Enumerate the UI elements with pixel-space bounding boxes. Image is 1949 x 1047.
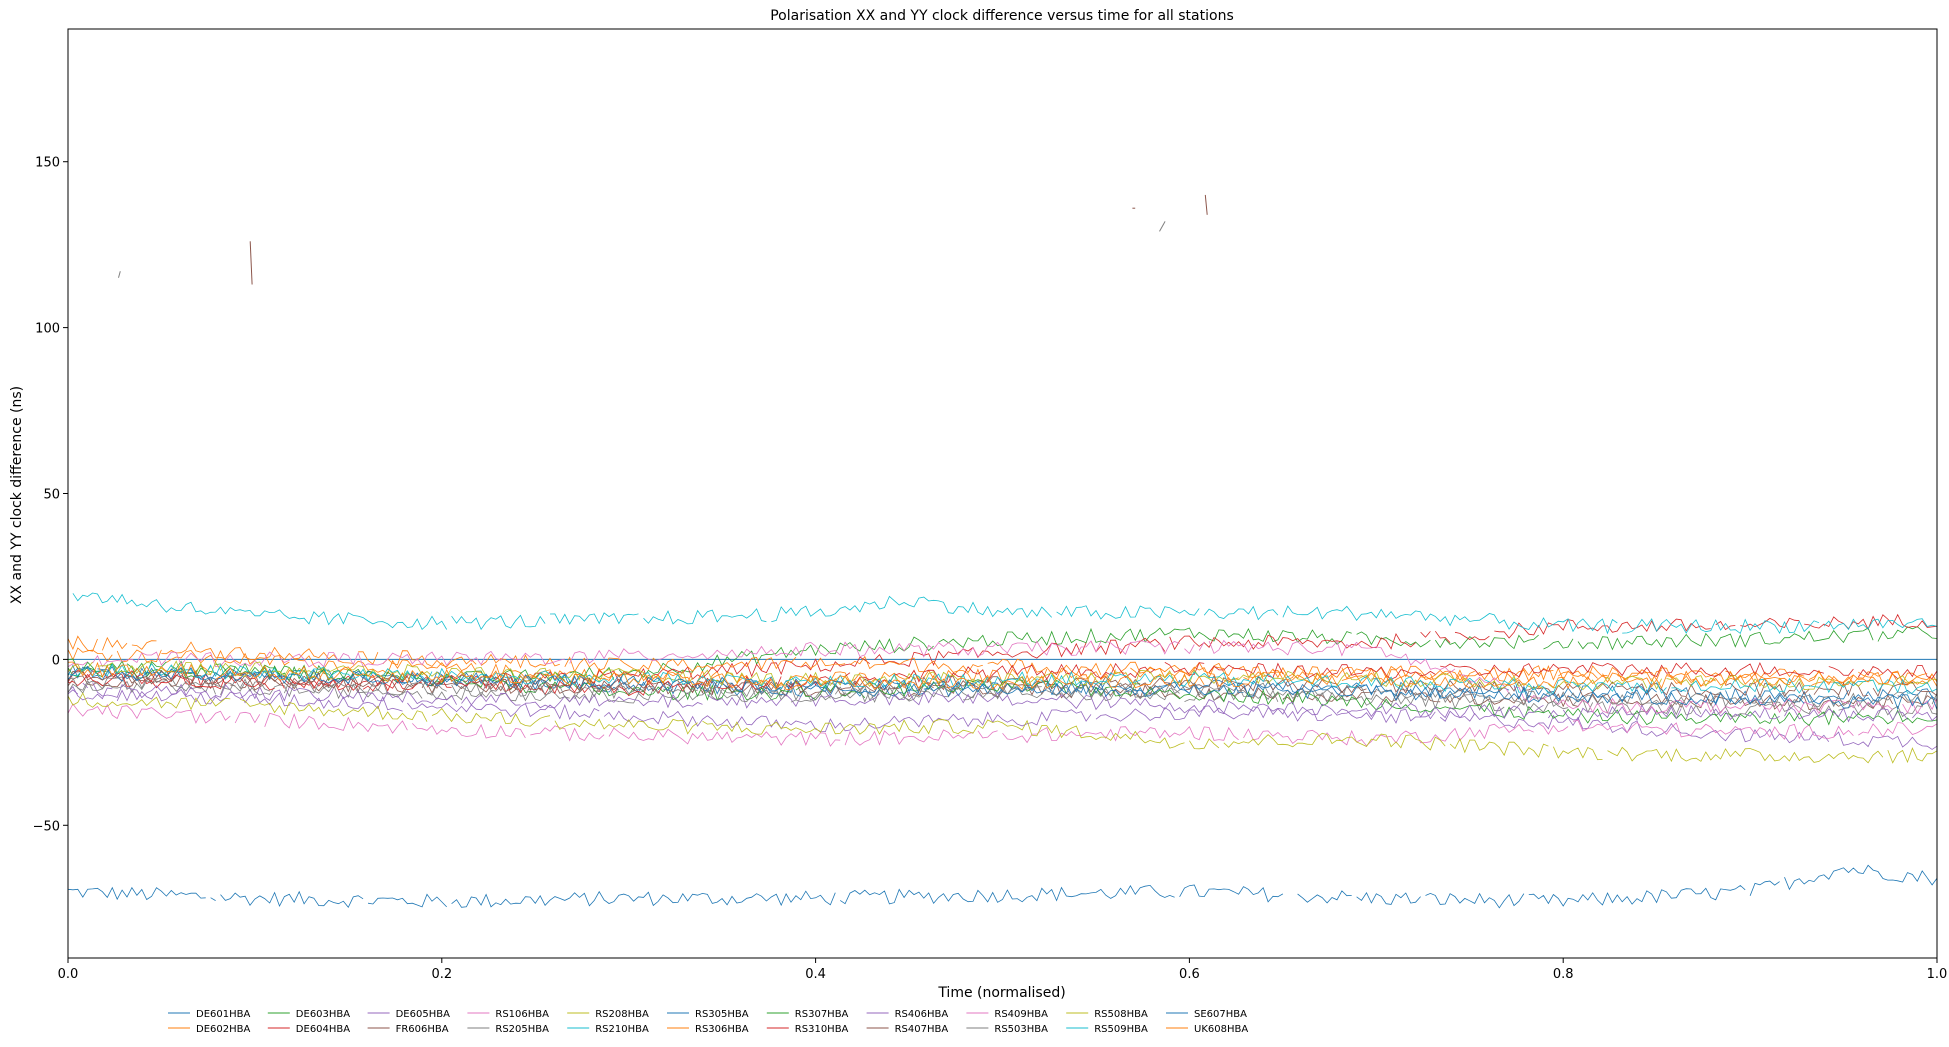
- series-line-RS210HBA: [72, 592, 1938, 635]
- legend-label: RS503HBA: [994, 1024, 1048, 1035]
- series-line-RS503HBA: [67, 676, 1938, 708]
- legend-label: RS305HBA: [695, 1009, 749, 1020]
- legend-item: RS503HBA: [966, 1024, 1048, 1035]
- y-tick-label: −50: [33, 819, 60, 834]
- series-line-DE601HBA: [67, 864, 1938, 909]
- legend-item: RS307HBA: [766, 1009, 849, 1020]
- legend-label: RS407HBA: [895, 1024, 949, 1035]
- legend-label: SE607HBA: [1194, 1009, 1247, 1020]
- y-axis-ticks: −50 0 50 100 150: [33, 156, 68, 834]
- y-tick-label: 50: [43, 488, 60, 503]
- spike-mark-3: [1159, 221, 1166, 232]
- legend-label: RS406HBA: [895, 1009, 949, 1020]
- legend-item: RS306HBA: [667, 1024, 749, 1035]
- legend-item: DE602HBA: [168, 1024, 250, 1035]
- legend-item: RS509HBA: [1066, 1024, 1148, 1035]
- x-tick-label: 0.8: [1553, 967, 1574, 982]
- series-line-RS106HBA: [67, 703, 1938, 747]
- chart-title: Polarisation XX and YY clock difference …: [770, 8, 1234, 24]
- legend-item: DE604HBA: [267, 1024, 350, 1035]
- x-tick-label: 0.6: [1179, 967, 1200, 982]
- legend-label: UK608HBA: [1194, 1024, 1248, 1035]
- legend-item: RS305HBA: [667, 1009, 749, 1020]
- legend-label: DE603HBA: [296, 1009, 350, 1020]
- legend-item: RS508HBA: [1066, 1009, 1148, 1020]
- legend-item: DE601HBA: [168, 1009, 250, 1020]
- y-axis-label: XX and YY clock difference (ns): [9, 386, 25, 604]
- x-tick-label: 0.2: [431, 967, 452, 982]
- legend-label: RS210HBA: [595, 1024, 649, 1035]
- legend-item: DE605HBA: [367, 1009, 450, 1020]
- legend-item: RS409HBA: [966, 1009, 1048, 1020]
- x-axis-label: Time (normalised): [937, 985, 1065, 1001]
- legend-item: RS407HBA: [866, 1024, 949, 1035]
- legend-label: RS208HBA: [595, 1009, 649, 1020]
- spike-mark-1: [118, 271, 121, 278]
- series-line-RS306HBA: [67, 635, 1938, 685]
- series-line-RS208HBA: [67, 692, 1938, 764]
- legend-label: RS306HBA: [695, 1024, 749, 1035]
- series-layer: [67, 194, 1938, 909]
- legend-item: UK608HBA: [1166, 1024, 1248, 1035]
- legend-label: RS409HBA: [994, 1009, 1048, 1020]
- y-tick-label: 0: [52, 653, 60, 668]
- x-tick-label: 1.0: [1927, 967, 1948, 982]
- legend-item: RS406HBA: [866, 1009, 949, 1020]
- legend-item: RS106HBA: [467, 1009, 549, 1020]
- legend: DE601HBA DE602HBA DE603HBA DE604HBA DE605HBA…: [168, 1009, 1248, 1035]
- legend-item: SE607HBA: [1166, 1009, 1247, 1020]
- legend-label: RS310HBA: [795, 1024, 849, 1035]
- y-tick-label: 100: [35, 322, 60, 337]
- series-line-DE605HBA: [67, 686, 1938, 750]
- legend-label: DE605HBA: [396, 1009, 450, 1020]
- legend-label: RS205HBA: [495, 1024, 549, 1035]
- legend-item: FR606HBA: [367, 1024, 449, 1035]
- legend-item: DE603HBA: [267, 1009, 350, 1020]
- spike-mark-0: [249, 241, 253, 285]
- x-axis-ticks: 0.0 0.2 0.4 0.6 0.8 1.0: [58, 958, 1948, 982]
- plot-frame: [67, 28, 1938, 959]
- legend-label: RS509HBA: [1094, 1024, 1148, 1035]
- spike-mark-4: [1204, 194, 1208, 215]
- x-tick-label: 0.0: [58, 967, 79, 982]
- legend-label: FR606HBA: [396, 1024, 449, 1035]
- series-line-DE604HBA: [67, 613, 1938, 690]
- legend-label: RS307HBA: [795, 1009, 849, 1020]
- legend-label: DE602HBA: [196, 1024, 250, 1035]
- legend-label: DE601HBA: [196, 1009, 250, 1020]
- series-line-RS509HBA: [67, 662, 1938, 694]
- x-tick-label: 0.4: [805, 967, 826, 982]
- legend-label: RS106HBA: [495, 1009, 549, 1020]
- series-line-UK608HBA: [67, 661, 1938, 691]
- legend-item: RS310HBA: [766, 1024, 849, 1035]
- axes-frame: [67, 28, 1938, 959]
- legend-item: RS210HBA: [567, 1024, 649, 1035]
- legend-item: RS208HBA: [567, 1009, 649, 1020]
- series-line-SE607HBA: [67, 665, 1938, 710]
- y-tick-label: 150: [35, 156, 60, 171]
- legend-label: DE604HBA: [296, 1024, 350, 1035]
- legend-item: RS205HBA: [467, 1024, 549, 1035]
- legend-label: RS508HBA: [1094, 1009, 1148, 1020]
